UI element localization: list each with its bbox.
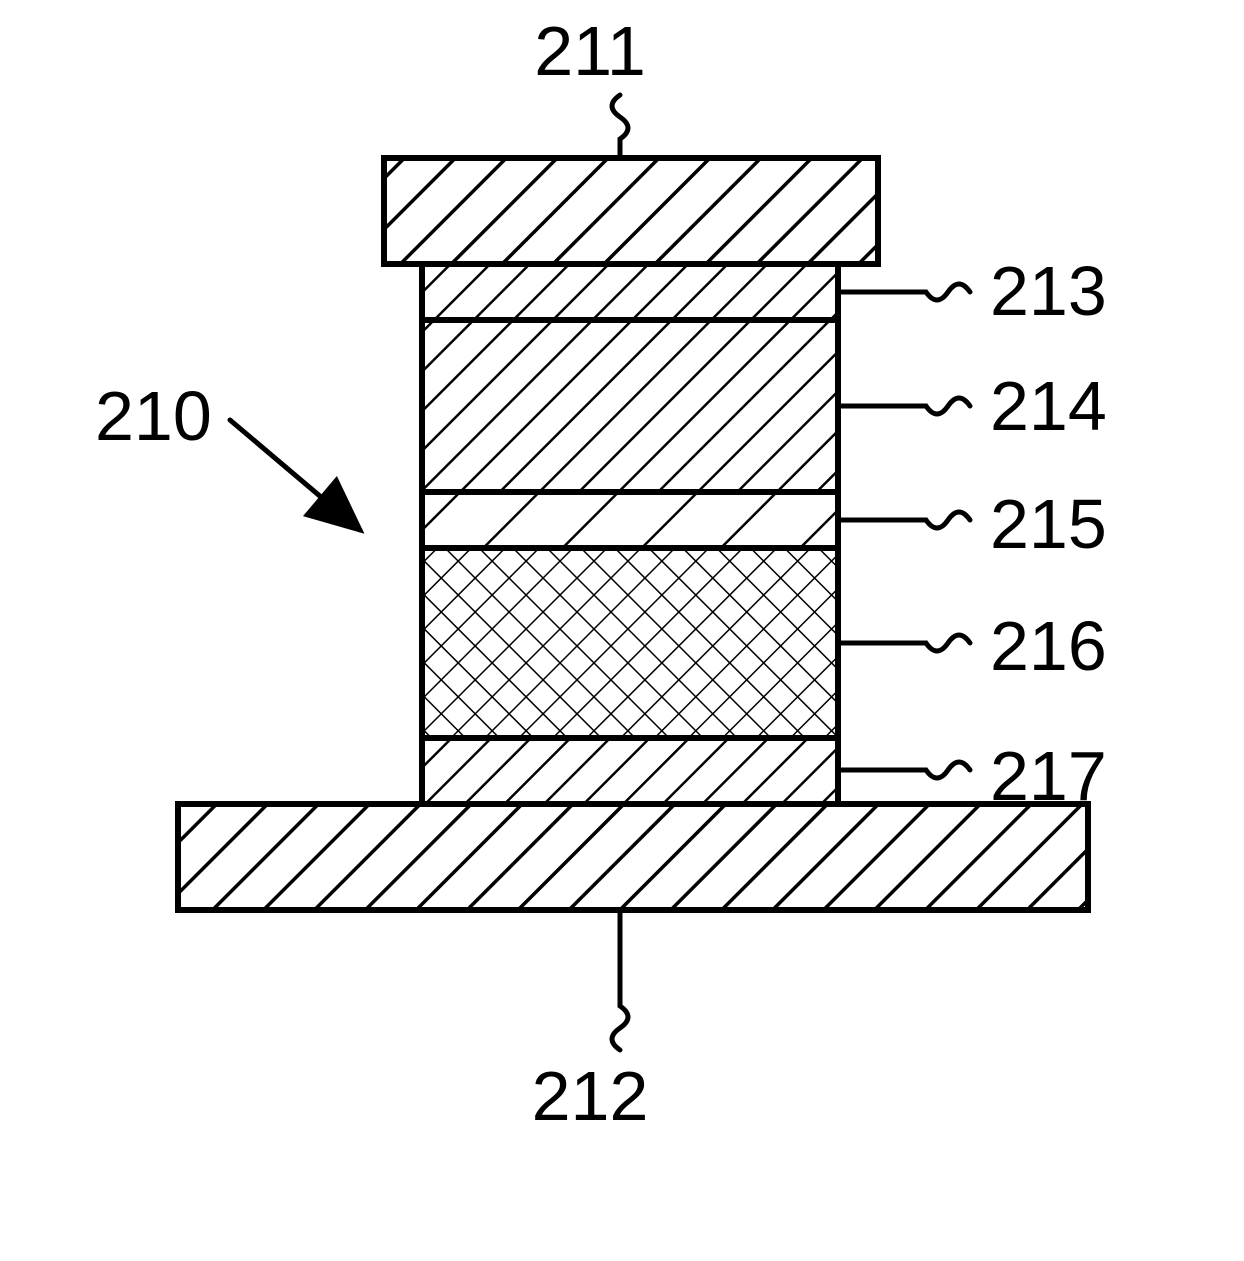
label-217: 217 bbox=[990, 737, 1107, 815]
layer-stack bbox=[178, 158, 1088, 910]
leader-214 bbox=[838, 398, 970, 414]
layer-217 bbox=[422, 738, 838, 804]
label-210: 210 bbox=[95, 377, 212, 455]
layer-215 bbox=[422, 492, 838, 548]
leader-211 bbox=[612, 95, 628, 158]
top-plate bbox=[384, 158, 878, 264]
leader-217 bbox=[838, 762, 970, 778]
layer-216 bbox=[422, 548, 838, 738]
label-215: 215 bbox=[990, 485, 1107, 563]
label-211: 211 bbox=[534, 12, 646, 90]
layer-214 bbox=[422, 320, 838, 492]
label-212: 212 bbox=[532, 1057, 649, 1135]
leader-210 bbox=[230, 420, 360, 530]
base-plate bbox=[178, 804, 1088, 910]
layer-213 bbox=[422, 264, 838, 320]
leader-216 bbox=[838, 635, 970, 651]
label-213: 213 bbox=[990, 252, 1107, 330]
leader-213 bbox=[838, 284, 970, 300]
label-216: 216 bbox=[990, 607, 1107, 685]
leader-212 bbox=[612, 910, 628, 1050]
leader-215 bbox=[838, 512, 970, 528]
label-214: 214 bbox=[990, 367, 1107, 445]
